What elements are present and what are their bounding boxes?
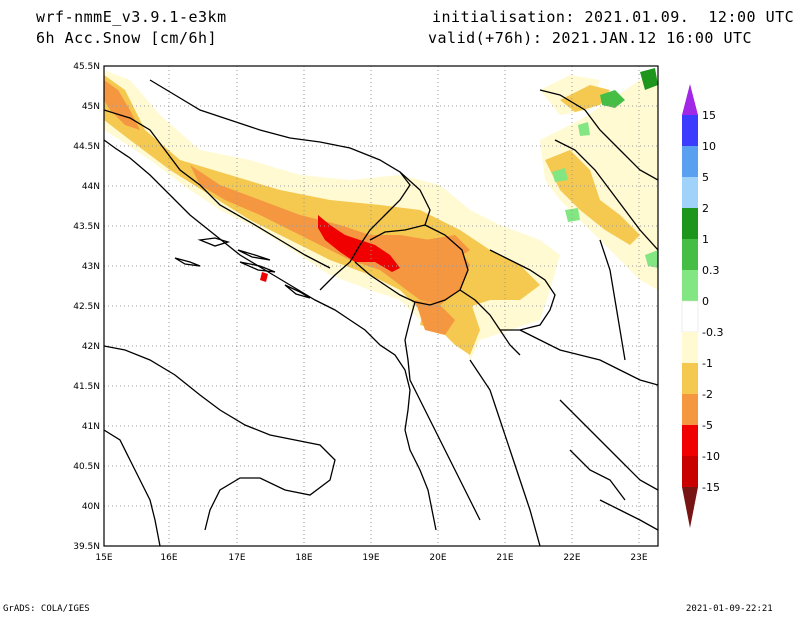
colorbar-swatch [681, 300, 699, 333]
lon-label: 16E [160, 553, 177, 563]
lat-label: 41N [82, 422, 100, 432]
lon-label: 17E [228, 553, 245, 563]
lat-label: 43.5N [73, 222, 100, 232]
model-title: wrf-nmmE_v3.9.1-e3km [36, 8, 227, 26]
lat-axis: 45.5N 45N 44.5N 44N 43.5N 43N 42.5N 42N … [73, 62, 100, 552]
colorbar-swatch [682, 146, 698, 177]
colorbar-swatch [682, 394, 698, 425]
lat-label: 43N [82, 262, 100, 272]
snow-band-red [260, 215, 400, 282]
lat-label: 44.5N [73, 142, 100, 152]
colorbar-swatch [682, 115, 698, 146]
lon-label: 18E [295, 553, 312, 563]
colorbar-bottom-arrow [682, 487, 698, 528]
colorbar-label: 0.3 [702, 264, 720, 277]
coastlines-borders [104, 79, 658, 546]
valid-time: valid(+76h): 2021.JAN.12 16:00 UTC [428, 29, 753, 47]
colorbar-swatch [682, 456, 698, 487]
lon-label: 22E [563, 553, 580, 563]
lat-label: 40N [82, 502, 100, 512]
colorbar-label: -1 [702, 357, 713, 370]
colorbar-swatch [682, 177, 698, 208]
lon-label: 15E [95, 553, 112, 563]
colorbar-swatch [682, 208, 698, 239]
colorbar-swatch [682, 425, 698, 456]
colorbar-label: -5 [702, 419, 713, 432]
colorbar-swatch [682, 239, 698, 270]
field-title: 6h Acc.Snow [cm/6h] [36, 29, 218, 47]
colorbar-label: -10 [702, 450, 720, 463]
colorbar-label: 1 [702, 233, 709, 246]
colorbar-label: -0.3 [702, 326, 723, 339]
lat-label: 40.5N [73, 462, 100, 472]
plot-frame [103, 65, 659, 547]
colorbar-label: 10 [702, 140, 716, 153]
lat-label: 41.5N [73, 382, 100, 392]
lat-label: 42N [82, 342, 100, 352]
footer-credit: GrADS: COLA/IGES [3, 604, 90, 614]
lat-label: 42.5N [73, 302, 100, 312]
colorbar-label: 0 [702, 295, 709, 308]
lat-label: 44N [82, 182, 100, 192]
footer-timestamp: 2021-01-09-22:21 [686, 604, 773, 614]
colorbar-label: 2 [702, 202, 709, 215]
lon-axis: 15E 16E 17E 18E 19E 20E 21E 22E 23E [95, 553, 647, 563]
lat-label: 39.5N [73, 542, 100, 552]
lon-label: 21E [496, 553, 513, 563]
lat-label: 45.5N [73, 62, 100, 72]
colorbar: 15 10 5 2 1 0.3 0 -0.3 -1 -2 -5 -10 -15 [681, 84, 723, 528]
init-time: initialisation: 2021.01.09. 12:00 UTC [432, 8, 795, 26]
lat-label: 45N [82, 102, 100, 112]
colorbar-label: 15 [702, 109, 716, 122]
colorbar-label: -2 [702, 388, 713, 401]
snow-band-green [552, 68, 658, 268]
colorbar-top-arrow [682, 84, 698, 115]
colorbar-label: -15 [702, 481, 720, 494]
lon-label: 19E [362, 553, 379, 563]
lon-label: 23E [630, 553, 647, 563]
colorbar-label: 5 [702, 171, 709, 184]
colorbar-swatch [682, 332, 698, 363]
colorbar-swatch [682, 363, 698, 394]
lon-label: 20E [429, 553, 446, 563]
colorbar-swatch [682, 270, 698, 301]
